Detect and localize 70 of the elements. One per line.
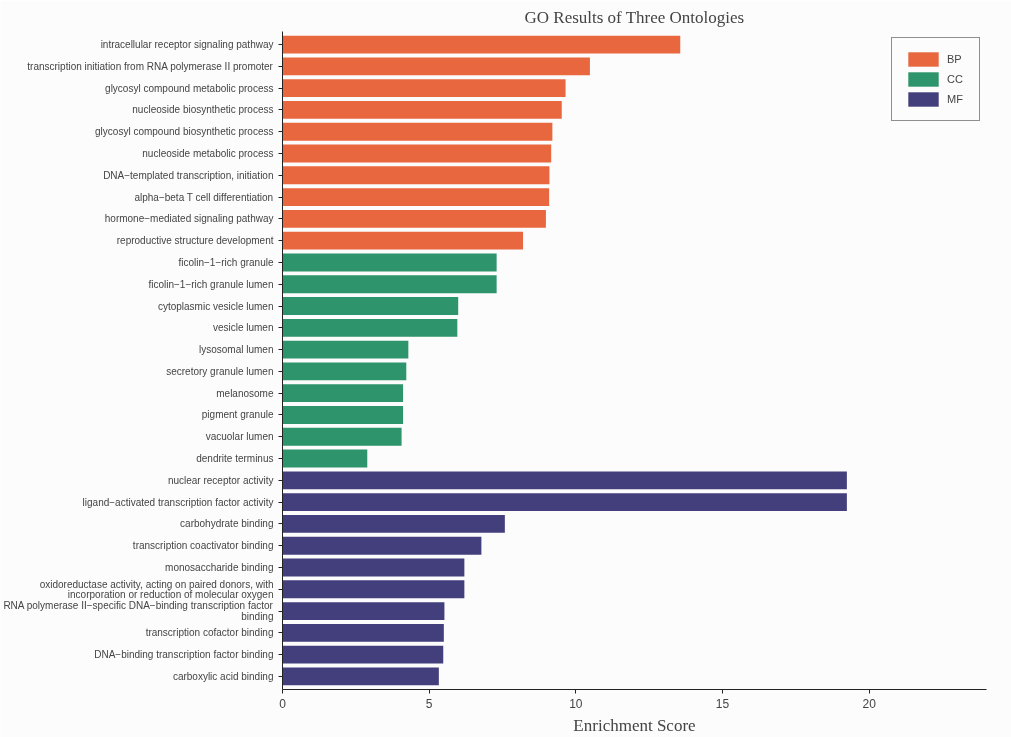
legend-label: BP: [947, 53, 963, 65]
y-tick-label: carbohydrate binding: [180, 518, 274, 530]
y-tick-label: DNA−templated transcription, initiation: [103, 169, 274, 181]
y-tick-label: lysosomal lumen: [199, 344, 274, 356]
bar: [282, 275, 497, 294]
bar: [282, 188, 550, 207]
bar: [282, 101, 562, 119]
bar: [282, 122, 553, 141]
bar: [282, 340, 409, 359]
bar: [282, 79, 566, 98]
bar: [282, 536, 482, 555]
legend-label: CC: [947, 73, 964, 85]
bar: [282, 318, 458, 337]
bar: [282, 231, 524, 250]
bar: [282, 602, 445, 620]
x-tick-label: 5: [425, 696, 433, 711]
chart-title: GO Results of Three Ontologies: [524, 7, 745, 27]
x-tick-label: 0: [279, 696, 287, 711]
bar: [282, 623, 444, 642]
bar: [282, 362, 407, 381]
bar: [282, 427, 402, 446]
bar: [282, 471, 847, 490]
y-tick-label: transcription cofactor binding: [145, 627, 274, 639]
y-tick-label: intracellular receptor signaling pathway: [100, 39, 274, 51]
bar: [282, 645, 444, 664]
y-tick-label: dendrite terminus: [196, 453, 274, 465]
y-tick-label: hormone−mediated signaling pathway: [104, 213, 274, 225]
y-tick-label: DNA−binding transcription factor binding: [94, 649, 274, 661]
bar: [282, 209, 546, 228]
y-tick-label: alpha−beta T cell differentiation: [134, 191, 274, 203]
y-tick-label: oxidoreductase activity, acting on paired donors, with incorporation or reduction of molecular oxygen: [39, 578, 274, 600]
y-tick-label: pigment granule: [201, 409, 274, 421]
y-tick-label: RNA polymerase II−specific DNA−binding transcription factor binding: [3, 600, 274, 622]
y-tick-label: vesicle lumen: [212, 322, 274, 334]
bar: [282, 514, 505, 533]
y-tick-label: carboxylic acid binding: [172, 670, 274, 682]
y-tick-label: melanosome: [216, 387, 274, 399]
bar: [282, 297, 459, 315]
y-tick-label: reproductive structure development: [116, 235, 274, 247]
bar: [282, 166, 550, 185]
y-tick-label: glycosyl compound metabolic process: [105, 82, 274, 94]
x-tick-label: 10: [569, 696, 583, 711]
bar: [282, 384, 404, 403]
bar: [282, 449, 368, 468]
y-tick-label: nuclear receptor activity: [167, 474, 274, 486]
y-tick-label: vacuolar lumen: [205, 431, 274, 443]
y-tick-label: secretory granule lumen: [166, 365, 274, 377]
y-tick-label: nucleoside biosynthetic process: [132, 104, 274, 116]
y-tick-label: glycosyl compound biosynthetic process: [95, 126, 274, 138]
y-tick-label: transcription initiation from RNA polymerase II promoter: [27, 60, 274, 72]
bar: [282, 57, 590, 76]
y-tick-label: ficolin−1−rich granule lumen: [148, 278, 274, 290]
bar: [282, 406, 404, 424]
bar: [282, 558, 465, 577]
bar: [282, 667, 439, 686]
y-tick-label: monosaccharide binding: [165, 561, 274, 573]
bar: [282, 493, 847, 512]
x-tick-label: 20: [862, 696, 877, 711]
bar: [282, 144, 552, 163]
bar: [282, 580, 465, 599]
y-tick-label: transcription coactivator binding: [132, 540, 274, 552]
y-tick-label: cytoplasmic vesicle lumen: [157, 300, 274, 312]
bar: [282, 253, 497, 272]
x-axis-title: Enrichment Score: [573, 715, 696, 735]
bar: [282, 35, 681, 54]
y-tick-label: nucleoside metabolic process: [142, 148, 274, 160]
y-tick-label: ficolin−1−rich granule: [178, 256, 274, 268]
y-tick-label: ligand−activated transcription factor activity: [82, 496, 274, 508]
x-tick-label: 15: [715, 696, 730, 711]
legend-label: MF: [947, 93, 964, 105]
